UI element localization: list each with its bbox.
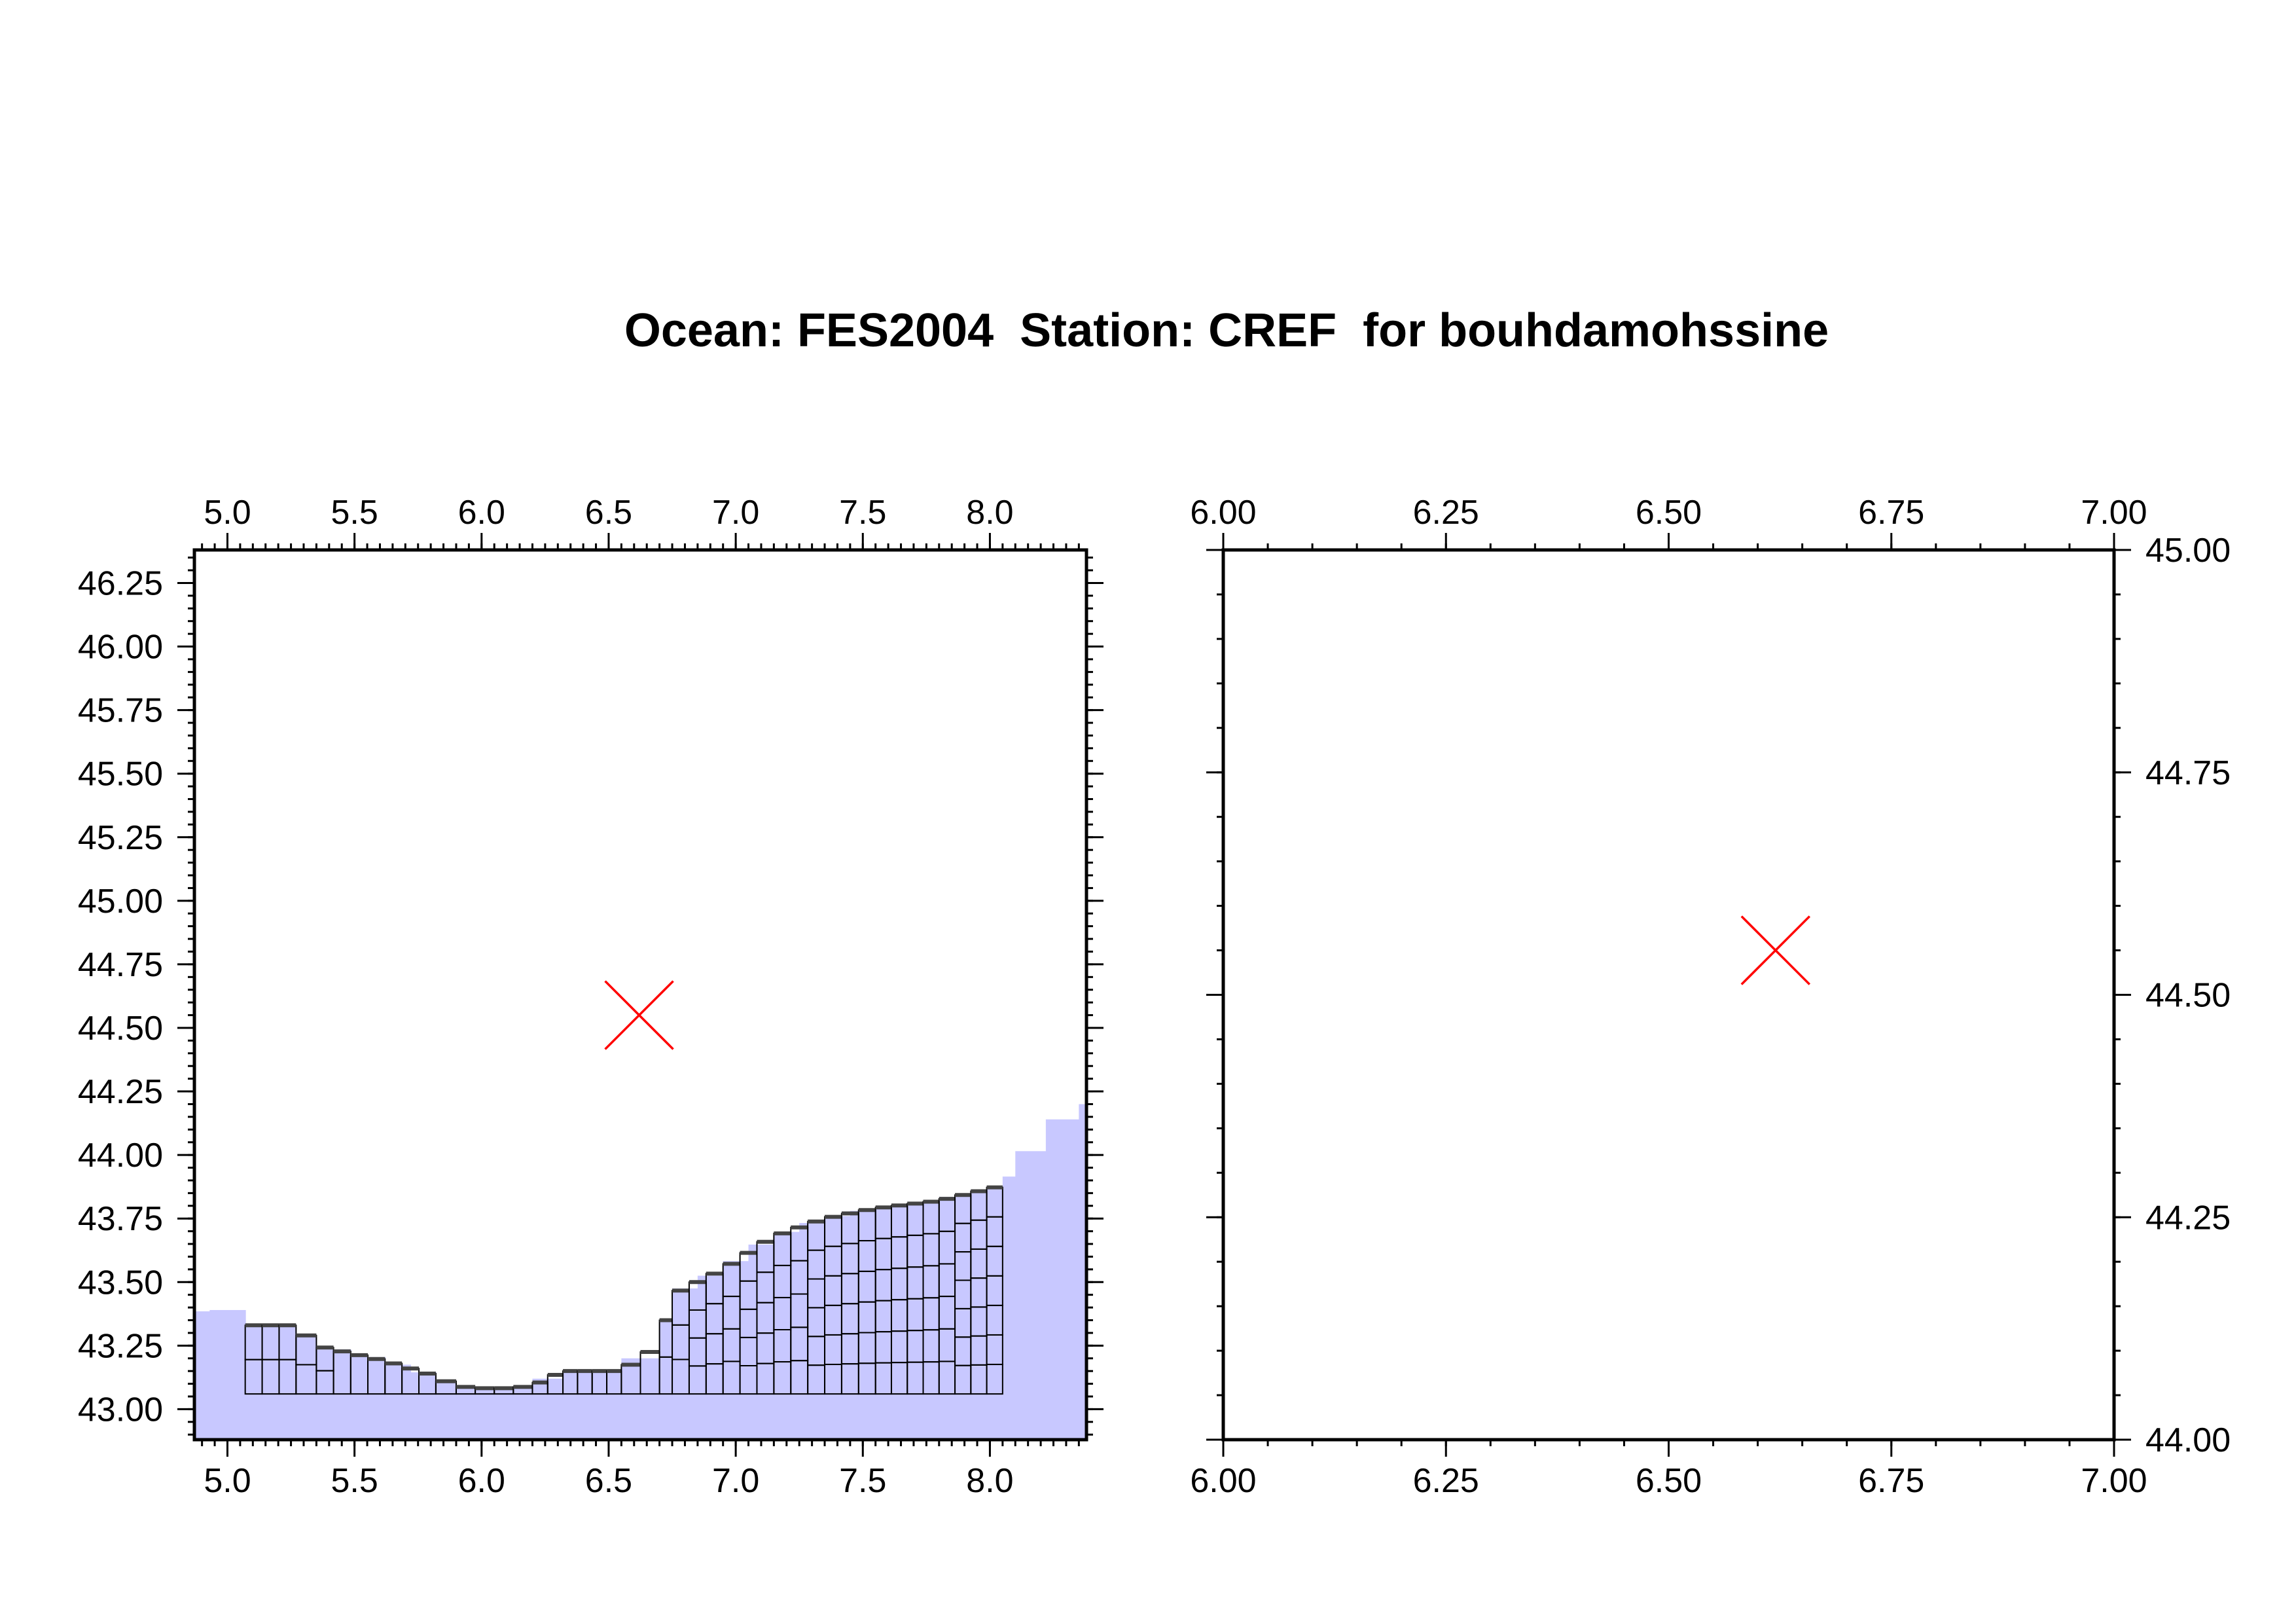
- land-cell: [385, 1364, 412, 1440]
- x-tick-label: 6.0: [458, 1462, 505, 1500]
- y-tick-label: 43.75: [78, 1200, 163, 1238]
- axis-ticks: [177, 533, 1103, 1457]
- land-cell: [194, 1311, 211, 1440]
- x-tick-label: 7.5: [839, 494, 886, 532]
- y-tick-label: 43.25: [78, 1327, 163, 1365]
- land-cell: [672, 1288, 698, 1440]
- land-cell: [723, 1261, 749, 1440]
- x-tick-label: 8.0: [966, 494, 1013, 532]
- x-tick-label: 6.50: [1636, 494, 1702, 532]
- x-tick-label: 7.00: [2081, 494, 2147, 532]
- land-cell: [799, 1222, 826, 1440]
- land-cell: [270, 1325, 297, 1440]
- axis-labels: 6.00 6.00 6.25 6.25 6.50 6.50 6.75 6.75 7.00 7.00…: [1190, 494, 2231, 1500]
- y-tick-label: 44.25: [78, 1073, 163, 1111]
- y-tick-label: 44.00: [78, 1137, 163, 1175]
- land-cell: [825, 1216, 851, 1440]
- x-tick-label: 6.75: [1858, 1462, 1924, 1500]
- land-cell: [456, 1387, 495, 1440]
- land-cell: [659, 1320, 673, 1440]
- x-tick-label: 5.0: [204, 494, 251, 532]
- station-marker: [1740, 915, 1811, 985]
- station-marker-stroke: [604, 980, 674, 1050]
- zoom-map-panel: 6.00 6.00 6.25 6.25 6.50 6.50 6.75 6.75 7.00 7.00…: [1190, 494, 2231, 1500]
- y-tick-label: 44.75: [78, 946, 163, 984]
- y-tick-label: 45.25: [78, 819, 163, 857]
- land-cell: [435, 1381, 457, 1440]
- x-tick-label: 5.5: [331, 1462, 378, 1500]
- land-cell: [774, 1231, 800, 1440]
- axis-labels: 5.0 5.0 5.5 5.5 6.0 6.0 6.5 6.5 7.0 7.0 7.5 7.5 8.0 8…: [78, 494, 1014, 1500]
- y-tick-label: 45.00: [2145, 532, 2231, 570]
- station-marker: [604, 980, 674, 1050]
- overview-map-panel: 5.0 5.0 5.5 5.5 6.0 6.0 6.5 6.5 7.0 7.0 7.5 7.5 8.0 8…: [78, 494, 1103, 1500]
- land-cell: [245, 1325, 272, 1440]
- model-grid-cells: [244, 1185, 1003, 1395]
- station-marker-stroke: [1740, 915, 1811, 985]
- land-cell: [1015, 1151, 1047, 1440]
- plot-frame: [1221, 548, 2116, 1442]
- x-tick-label: 5.0: [204, 1462, 251, 1500]
- x-tick-label: 7.0: [712, 1462, 759, 1500]
- page-title: Ocean: FES2004 Station: CREF for bouhdam…: [624, 304, 1829, 357]
- land-cell: [697, 1275, 724, 1440]
- x-tick-label: 7.5: [839, 1462, 886, 1500]
- land-cell: [296, 1335, 317, 1440]
- land-cell: [1045, 1119, 1080, 1440]
- x-tick-label: 6.75: [1858, 494, 1924, 532]
- land-cell: [850, 1211, 876, 1440]
- x-tick-label: 6.00: [1190, 1462, 1256, 1500]
- land-area: [194, 1104, 1086, 1440]
- land-cell: [748, 1244, 775, 1440]
- y-tick-label: 44.75: [2145, 754, 2231, 792]
- x-tick-label: 6.5: [585, 1462, 632, 1500]
- x-tick-label: 7.00: [2081, 1462, 2147, 1500]
- plot-frame: [192, 548, 1088, 1442]
- y-tick-label: 43.00: [78, 1391, 163, 1429]
- land-cell: [410, 1372, 437, 1440]
- x-tick-label: 6.0: [458, 494, 505, 532]
- land-cell: [1002, 1176, 1016, 1440]
- land-cell: [209, 1309, 246, 1440]
- x-tick-label: 7.0: [712, 494, 759, 532]
- axis-ticks: [1206, 533, 2131, 1457]
- y-tick-label: 44.25: [2145, 1199, 2231, 1237]
- y-tick-label: 45.75: [78, 692, 163, 730]
- x-tick-label: 6.5: [585, 494, 632, 532]
- land-cell: [494, 1387, 533, 1440]
- y-tick-label: 44.00: [2145, 1421, 2231, 1459]
- x-tick-label: 6.25: [1413, 494, 1479, 532]
- y-tick-label: 44.50: [78, 1010, 163, 1048]
- y-tick-label: 46.00: [78, 629, 163, 666]
- y-tick-label: 45.00: [78, 883, 163, 921]
- x-tick-label: 6.50: [1636, 1462, 1702, 1500]
- x-tick-label: 6.25: [1413, 1462, 1479, 1500]
- y-tick-label: 44.50: [2145, 977, 2231, 1015]
- x-tick-label: 8.0: [966, 1462, 1013, 1500]
- y-tick-label: 46.25: [78, 564, 163, 602]
- y-tick-label: 45.50: [78, 756, 163, 793]
- y-tick-label: 43.50: [78, 1264, 163, 1302]
- x-tick-label: 6.00: [1190, 494, 1256, 532]
- x-tick-label: 5.5: [331, 494, 378, 532]
- land-cell: [1079, 1104, 1086, 1440]
